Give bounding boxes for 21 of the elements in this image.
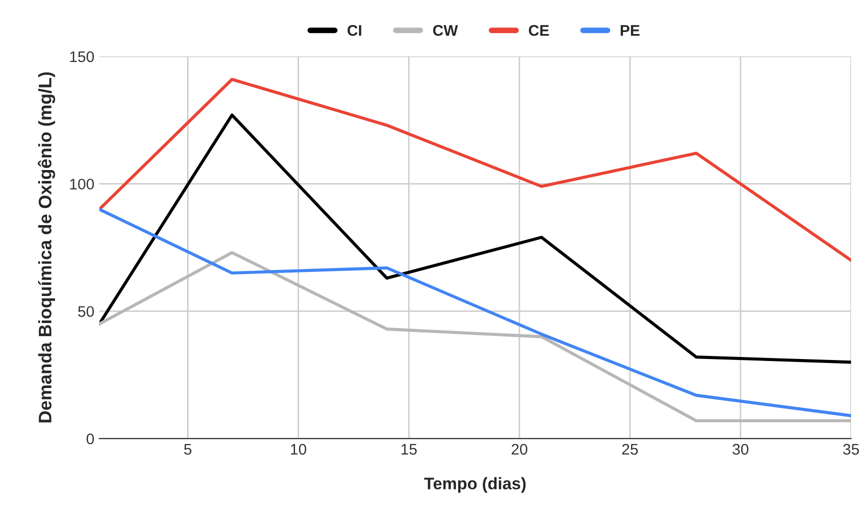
x-tick-label: 30	[732, 444, 748, 455]
legend-label: CI	[348, 25, 362, 36]
line-series	[99, 251, 852, 422]
legend-label: CE	[528, 25, 549, 36]
x-tick-label: 10	[291, 444, 306, 455]
y-tick-label: 50	[78, 306, 94, 317]
x-tick-label: 20	[512, 444, 528, 455]
y-axis-title: Demanda Bioquímica de Oxigênio (mg/L)	[38, 72, 56, 422]
line-series	[99, 208, 852, 418]
y-tick-label: 0	[86, 433, 94, 444]
x-tick-label: 25	[622, 444, 638, 455]
legend-label: PE	[620, 25, 640, 36]
y-tick-label: 100	[70, 178, 94, 190]
line-series	[99, 78, 852, 262]
x-tick-label: 15	[402, 444, 417, 455]
y-tick-label: 150	[70, 51, 94, 62]
x-axis-title: Tempo (dias)	[424, 477, 526, 493]
line-series	[99, 114, 852, 364]
x-tick-label: 5	[184, 444, 192, 455]
x-tick-label: 35	[843, 444, 859, 455]
legend-label: CW	[433, 25, 458, 36]
